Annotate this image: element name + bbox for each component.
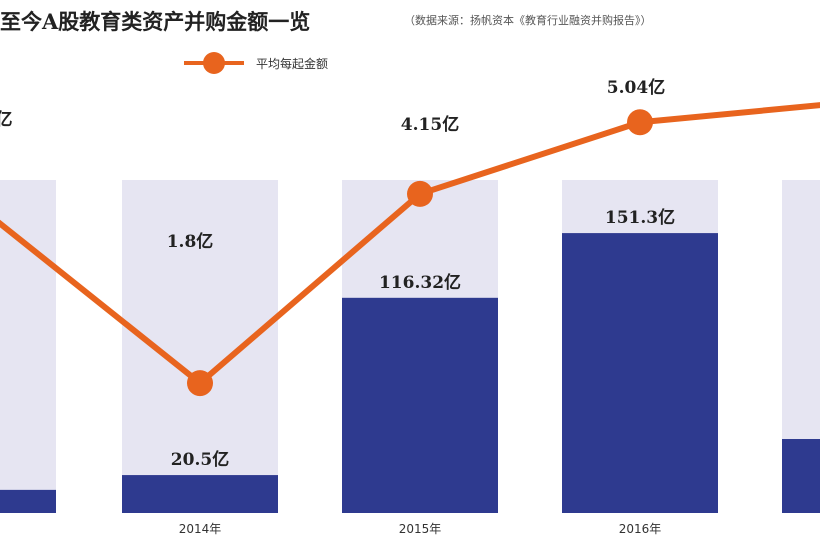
bar	[562, 233, 718, 513]
bar-value-label: 20.5亿	[171, 449, 229, 470]
bar	[0, 489, 56, 513]
bar	[342, 297, 498, 513]
legend-label: 平均每起金额	[256, 57, 329, 71]
line-point	[407, 180, 433, 207]
column-background	[0, 180, 56, 513]
data-source-note: （数据来源：扬帆资本《教育行业融资并购报告》）	[404, 14, 652, 27]
bar	[782, 439, 820, 513]
category-label: 2014年	[179, 522, 222, 536]
bar	[122, 475, 278, 513]
category-label: 2016年	[619, 522, 662, 536]
line-value-label: 4.15亿	[401, 114, 459, 135]
column-background	[122, 180, 278, 513]
line-point	[187, 370, 213, 397]
bar-value-label: 116.32亿	[379, 272, 461, 293]
bar-value-label: 151.3亿	[605, 207, 675, 228]
legend-dot-swatch	[203, 52, 225, 74]
category-label: 2015年	[399, 522, 442, 536]
line-point	[627, 109, 653, 136]
line-value-label: 5.04亿	[607, 77, 665, 98]
chart-title: 至今A股教育类资产并购金额一览	[0, 9, 311, 34]
line-value-label: 亿	[0, 109, 13, 130]
line-value-label: 1.8亿	[167, 231, 214, 252]
